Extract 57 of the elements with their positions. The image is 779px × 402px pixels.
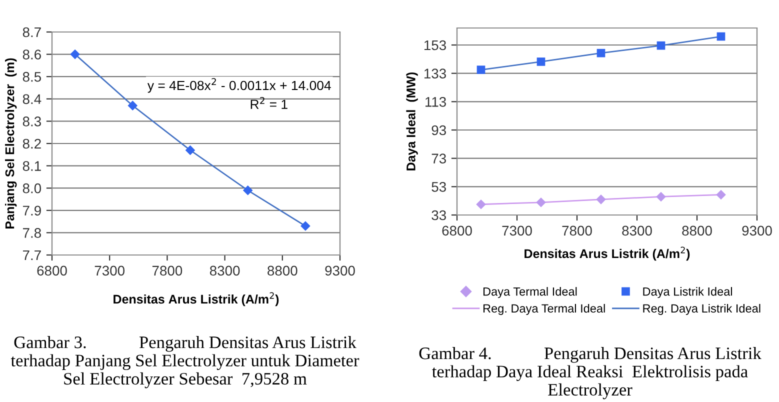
x-axis-title: Densitas Arus Listrik (A/m$^{2}$) bbox=[114, 292, 279, 306]
point bbox=[242, 185, 253, 196]
point bbox=[596, 194, 606, 204]
annotation: R$^{2}$ = 1 bbox=[250, 96, 288, 109]
x-tick-label: 6800 bbox=[37, 266, 67, 276]
x-axis-title: Densitas Arus Listrik (A/m$^{2}$) bbox=[524, 246, 690, 261]
y-tick-label: 113 bbox=[425, 97, 446, 107]
point bbox=[476, 66, 486, 74]
y-tick-label: 8.4 bbox=[22, 94, 42, 104]
x-tick-label: 8800 bbox=[268, 266, 298, 276]
y-tick-label: 8.5 bbox=[22, 72, 42, 82]
y-tick-label: 8.2 bbox=[22, 138, 41, 149]
x-tick-label: 8300 bbox=[210, 266, 240, 276]
x-tick-label: 9300 bbox=[742, 226, 772, 236]
y-tick-label: 8.3 bbox=[22, 116, 41, 126]
y-tick-label: 8.7 bbox=[22, 27, 41, 38]
y-tick-label: 153 bbox=[424, 40, 446, 50]
y-tick-label: 7.8 bbox=[22, 228, 41, 238]
point bbox=[185, 145, 196, 156]
x-tick-label: 7800 bbox=[152, 266, 182, 276]
y-tick-label: 53 bbox=[432, 182, 446, 192]
y-tick-label: 33 bbox=[432, 210, 446, 220]
x-tick-label: 6800 bbox=[442, 226, 472, 236]
x-tick-label: 8800 bbox=[682, 226, 712, 236]
x-tick-label: 8300 bbox=[622, 226, 652, 236]
legend-label: Reg. Daya Termal Ideal bbox=[483, 304, 605, 315]
point bbox=[128, 100, 138, 110]
x-tick-label: 7800 bbox=[562, 226, 592, 236]
x-tick-label: 7300 bbox=[94, 266, 125, 276]
y-tick-label: 7.7 bbox=[22, 250, 41, 260]
y-tick-label: 93 bbox=[432, 125, 446, 136]
point bbox=[716, 32, 726, 41]
point bbox=[476, 199, 486, 210]
y-axis-title: Daya Ideal (MW) bbox=[406, 72, 418, 170]
y-tick-label: 73 bbox=[432, 154, 446, 164]
y-tick-label: 8.1 bbox=[22, 161, 41, 171]
legend-label: Daya Listrik Ideal bbox=[643, 287, 732, 298]
legend-label: Daya Termal Ideal bbox=[483, 287, 577, 298]
x-tick-label: 7300 bbox=[502, 226, 532, 236]
y-tick-label: 8.0 bbox=[22, 183, 42, 194]
point bbox=[656, 41, 666, 50]
x-tick-label: 9300 bbox=[325, 266, 355, 276]
point bbox=[716, 190, 726, 200]
annotation: y = 4E-08x$^{2}$ - 0.0011x + 14.004 bbox=[147, 78, 331, 93]
point bbox=[536, 58, 546, 66]
text: Gambar 4. Pengaruh Densitas Arus Listrik terhadap Daya Ideal Reaksi Elektrolisis pada Electrolyzer bbox=[419, 347, 762, 400]
text: Gambar 3. Pengaruh Densitas Arus Listrik terhadap Panjang Sel Electrolyzer untuk Diameter Sel Electrolyzer Sebesar 7,9528 m bbox=[10, 336, 360, 388]
y-tick-label: 8.6 bbox=[22, 50, 41, 60]
point bbox=[656, 192, 666, 202]
point bbox=[300, 221, 310, 231]
point bbox=[536, 197, 546, 208]
y-axis-title: Panjang Sel Electrolyzer (m) bbox=[5, 58, 17, 228]
point bbox=[70, 49, 80, 60]
y-tick-label: 7.9 bbox=[22, 206, 41, 216]
point bbox=[596, 48, 606, 58]
legend-label: Reg. Daya Listrik Ideal bbox=[643, 304, 760, 315]
y-tick-label: 133 bbox=[424, 68, 446, 79]
